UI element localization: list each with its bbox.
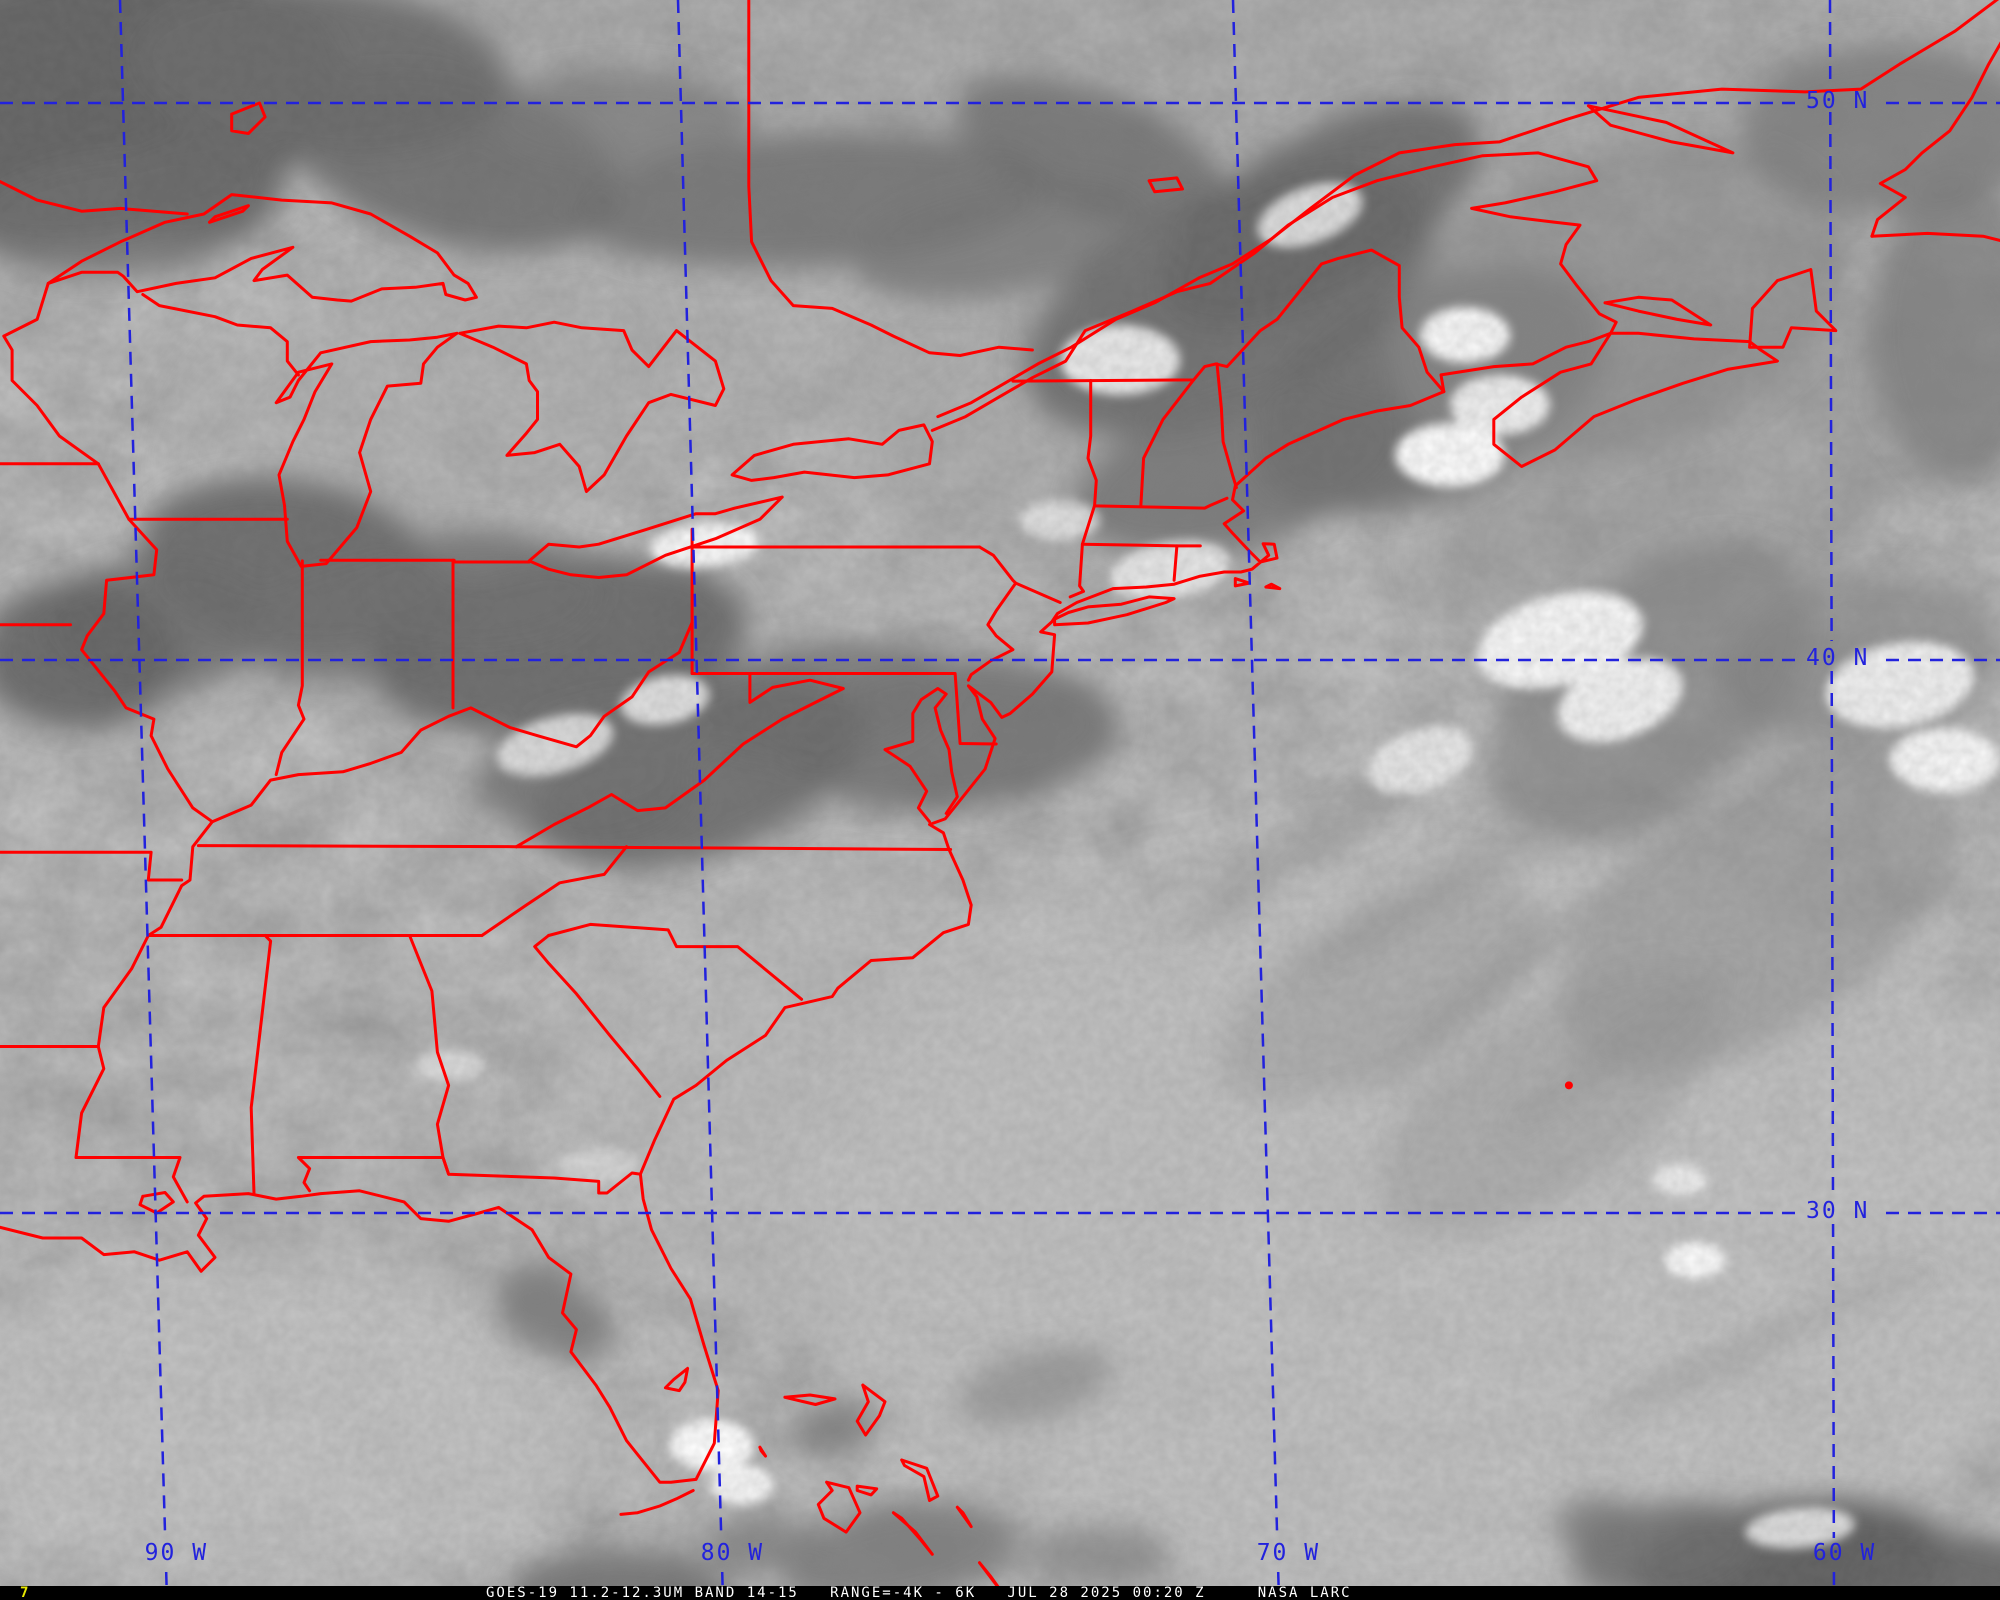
boundary-outline [619,1489,695,1516]
graticule-line [676,0,723,1539]
longitude-label: 70 W [1256,1540,1321,1566]
boundary-outline [408,934,451,1176]
boundary-outline [758,1445,767,1458]
boundary-outline [1147,176,1184,194]
graticule-line [1231,0,1279,1539]
boundary-outline [936,0,2000,419]
boundary-outline [891,1511,934,1556]
boundary-outline [1053,595,1176,627]
boundary-outline [480,845,628,937]
boundary-outline [966,545,1018,682]
boundary-outline [1492,331,1779,468]
boundary-outline [955,1505,973,1529]
boundary-outline [138,1191,175,1215]
boundary-outline [547,922,804,1001]
boundary-outline [533,934,662,1098]
longitude-label: 60 W [1812,1540,1877,1566]
boundary-outline [46,193,478,303]
boundary-outline [783,1393,837,1406]
boundary-outline [900,1458,940,1502]
boundary-outline [747,0,1034,357]
boundary-outline [249,934,273,1196]
boundary-outline [2,281,100,466]
boundary-outline [730,423,934,482]
status-bar: 7 GOES-19 11.2-12.3UM BAND 14-15 RANGE=-… [0,1586,2000,1600]
boundary-outline [210,621,694,824]
graticule-line [1830,670,1835,1195]
boundary-outline [663,1366,690,1393]
latitude-label: 30 N [1806,1198,1870,1224]
boundary-outline [1011,248,1446,394]
boundary-outline [80,462,214,824]
boundary-outline [855,1383,887,1437]
image-caption: GOES-19 11.2-12.3UM BAND 14-15 RANGE=-4K… [486,1585,1352,1600]
boundary-outline [816,1480,862,1534]
boundary-outline [1215,362,1238,490]
latitude-label: 50 N [1806,88,1870,114]
boundary-outline [1233,577,1251,588]
graticule-line [1829,111,1833,642]
boundary-outline [141,293,300,377]
boundary-outline [1870,231,2000,242]
boundary-outline [1870,41,2000,238]
boundary-outline [1603,295,1713,327]
boundary-outline [458,320,726,493]
boundary-outline [274,331,459,568]
boundary-outline [1014,581,1062,604]
boundary-outline [1139,378,1196,508]
boundary-outline [0,850,184,882]
boundary-outline [855,1484,879,1497]
graticule-line [1831,1223,1836,1539]
boundary-outline [0,179,189,216]
boundary-outline [1264,582,1282,591]
boundary-outline [196,844,518,849]
boundary-outline [1172,544,1179,582]
longitude-label: 80 W [700,1540,765,1566]
boundary-outline [1748,268,1838,349]
boundary-outline [1586,104,1735,155]
boundary-outline [74,1156,189,1204]
latitude-label: 40 N [1806,645,1870,671]
boundary-outline [1093,496,1229,510]
boundary-outline [690,672,998,746]
boundary-outline [514,845,953,851]
longitude-label: 90 W [144,1540,209,1566]
bermuda-dot [1564,1081,1573,1090]
frame-number: 7 [20,1585,29,1600]
boundary-outline [274,559,306,777]
boundary-outline [296,1156,642,1195]
boundary-outline [0,390,1446,1484]
boundary-outline [208,204,250,224]
boundary-outline [74,820,214,1159]
boundary-outline [230,101,267,135]
boundary-outline [883,687,959,824]
graticule-line [118,0,167,1539]
boundary-outline [514,672,845,849]
